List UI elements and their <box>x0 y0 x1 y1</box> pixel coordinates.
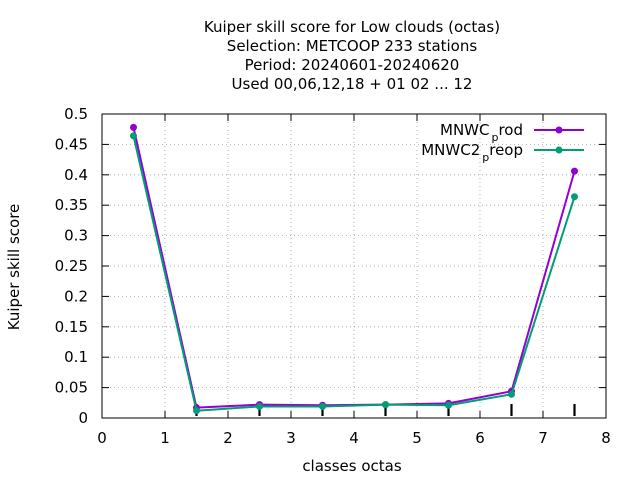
y-axis-label: Kuiper skill score <box>5 204 23 331</box>
y-tick-label: 0.1 <box>64 348 88 366</box>
y-tick-label: 0.05 <box>55 379 88 397</box>
data-point-MNWC2_preop <box>130 132 137 140</box>
y-tick-label: 0.5 <box>64 105 88 123</box>
y-tick-label: 0.15 <box>55 318 88 336</box>
data-point-MNWC2_preop <box>571 193 578 201</box>
series-line-MNWC_prod <box>132 127 576 409</box>
title-line-1: Kuiper skill score for Low clouds (octas… <box>204 18 500 36</box>
y-tick-label: 0.35 <box>55 196 88 214</box>
x-tick-labels: 0 1 2 3 4 5 6 7 8 <box>97 429 611 447</box>
legend-marker-MNWC2_preop <box>555 146 563 154</box>
data-point-MNWC2_preop <box>445 401 452 409</box>
plot-border <box>101 113 607 419</box>
x-axis-label: classes octas <box>302 457 402 475</box>
x-tick-label: 7 <box>538 429 548 447</box>
y-tick-label: 0.45 <box>55 135 88 153</box>
data-point-MNWC_prod <box>571 167 578 175</box>
y-tick-label: 0.2 <box>64 287 88 305</box>
data-point-MNWC2_preop <box>319 402 326 410</box>
y-tick-label: 0.3 <box>64 227 88 245</box>
title-line-4: Used 00,06,12,18 + 01 02 ... 12 <box>232 75 473 93</box>
data-point-MNWC2_preop <box>382 401 389 409</box>
title-line-3: Period: 20240601-20240620 <box>245 56 460 74</box>
data-point-MNWC2_preop <box>256 402 263 410</box>
y-tick-labels: 0 0.05 0.1 0.15 0.2 0.25 0.3 0.35 0.4 0.45 0.5 <box>55 105 88 427</box>
x-tick-label: 5 <box>412 429 422 447</box>
grid-lines <box>102 114 606 418</box>
x-tick-label: 4 <box>349 429 359 447</box>
x-tick-label: 1 <box>160 429 170 447</box>
x-tick-label: 3 <box>286 429 296 447</box>
legend-marker-MNWC_prod <box>555 126 563 134</box>
legend-label-MNWC2_preop: MNWC2 preop <box>421 141 523 164</box>
y-tick-label: 0.25 <box>55 257 88 275</box>
x-tick-label: 6 <box>475 429 485 447</box>
title-line-2: Selection: METCOOP 233 stations <box>227 37 478 55</box>
series-group <box>130 123 578 415</box>
data-point-MNWC_prod <box>130 123 137 131</box>
series-line-MNWC2_preop <box>132 135 576 412</box>
y-tick-label: 0 <box>78 409 88 427</box>
x-tick-label: 2 <box>223 429 233 447</box>
x-tick-label: 8 <box>601 429 611 447</box>
x-tick-label: 0 <box>97 429 107 447</box>
y-tick-label: 0.4 <box>64 166 88 184</box>
data-point-MNWC2_preop <box>508 390 515 398</box>
legend-label-MNWC_prod: MNWC prod <box>440 121 523 144</box>
data-point-MNWC2_preop <box>193 407 200 415</box>
chart-title: Kuiper skill score for Low clouds (octas… <box>204 18 500 93</box>
